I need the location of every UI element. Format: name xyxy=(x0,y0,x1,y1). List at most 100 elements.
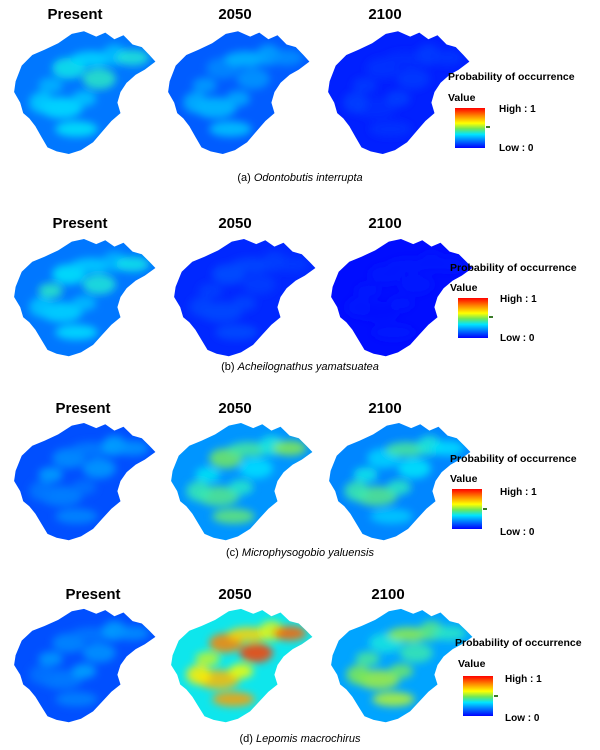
panel-d: Present 2050 2100 Probability of occurre… xyxy=(0,583,600,750)
map-present xyxy=(14,608,156,723)
caption-species: Lepomis macrochirus xyxy=(255,733,361,745)
legend-value-label: Value xyxy=(458,658,486,670)
occurrence-patch xyxy=(82,274,116,295)
occurrence-patch xyxy=(55,121,98,137)
occurrence-patch xyxy=(225,90,251,107)
legend-high-label: High : 1 xyxy=(499,104,536,115)
occurrence-patch xyxy=(355,283,380,299)
legend-low-label: Low : 0 xyxy=(500,333,535,344)
occurrence-patch xyxy=(346,297,371,318)
occurrence-patch xyxy=(186,481,211,502)
legend-color-ramp xyxy=(458,298,488,338)
occurrence-patch xyxy=(239,458,273,479)
period-label-2050: 2050 xyxy=(218,6,252,23)
map-2050 xyxy=(171,608,313,723)
panel-a: Present 2050 2100 Probability of occurre… xyxy=(0,0,600,190)
legend-tick xyxy=(494,695,498,697)
panel-c: Present 2050 2100 Probability of occurre… xyxy=(0,398,600,568)
occurrence-patch xyxy=(396,68,430,90)
occurrence-patch xyxy=(38,651,63,667)
occurrence-patch xyxy=(228,479,254,495)
occurrence-patch xyxy=(71,90,97,107)
occurrence-patch xyxy=(236,68,270,90)
occurrence-patch xyxy=(82,643,116,663)
period-label-2100: 2100 xyxy=(371,586,405,603)
legend-title: Probability of occurrence xyxy=(455,637,582,649)
occurrence-patch xyxy=(115,256,150,272)
occurrence-patch xyxy=(38,467,63,483)
caption-species: Odontobutis interrupta xyxy=(253,172,363,184)
legend-high-label: High : 1 xyxy=(500,294,537,305)
occurrence-patch xyxy=(71,479,97,495)
occurrence-patch xyxy=(212,691,255,707)
map-present xyxy=(14,31,156,154)
caption-c: (c) Microphysogobio yaluensis xyxy=(0,547,600,559)
occurrence-patch xyxy=(432,256,467,272)
panel-b: Present 2050 2100 Probability of occurre… xyxy=(0,212,600,392)
occurrence-patch xyxy=(370,508,413,524)
period-label-present: Present xyxy=(52,215,108,232)
occurrence-patch xyxy=(372,691,415,707)
legend-tick xyxy=(489,316,493,318)
occurrence-patch xyxy=(275,256,310,272)
caption-species: Acheilognathus yamatsuatea xyxy=(237,361,379,373)
occurrence-patch xyxy=(212,508,255,524)
legend-title: Probability of occurrence xyxy=(450,262,577,274)
caption-letter: (b) xyxy=(221,361,235,373)
period-label-2050: 2050 xyxy=(218,215,252,232)
legend-high-label: High : 1 xyxy=(505,674,542,685)
legend-low-label: Low : 0 xyxy=(505,713,540,724)
legend-low-label: Low : 0 xyxy=(500,527,535,538)
occurrence-patch xyxy=(82,458,116,479)
legend-value-label: Value xyxy=(448,92,476,104)
occurrence-patch xyxy=(272,440,307,456)
legend-title: Probability of occurrence xyxy=(448,71,575,83)
legend-title: Probability of occurrence xyxy=(450,453,577,465)
caption-a: (a) Odontobutis interrupta xyxy=(0,172,600,184)
occurrence-patch xyxy=(189,297,214,318)
occurrence-patch xyxy=(82,68,116,90)
occurrence-patch xyxy=(115,626,150,641)
occurrence-patch xyxy=(269,49,304,66)
map-2100 xyxy=(328,31,470,154)
caption-d: (d) Lepomis macrochirus xyxy=(0,733,600,745)
period-label-2050: 2050 xyxy=(218,586,252,603)
period-label-present: Present xyxy=(47,6,103,23)
caption-letter: (d) xyxy=(239,733,253,745)
occurrence-patch xyxy=(239,643,273,663)
occurrence-patch xyxy=(215,324,258,340)
occurrence-patch xyxy=(272,626,307,641)
legend-color-ramp xyxy=(463,676,493,716)
map-2050 xyxy=(171,423,313,541)
occurrence-patch xyxy=(369,121,412,137)
occurrence-patch xyxy=(29,297,54,318)
occurrence-patch xyxy=(55,324,98,340)
occurrence-patch xyxy=(115,49,150,66)
occurrence-patch xyxy=(183,92,208,114)
occurrence-patch xyxy=(29,665,54,685)
legend-tick xyxy=(486,126,490,128)
occurrence-patch xyxy=(228,663,254,679)
occurrence-patch xyxy=(353,467,378,483)
occurrence-patch xyxy=(429,49,464,66)
period-label-present: Present xyxy=(55,400,111,417)
map-2100 xyxy=(331,239,473,357)
occurrence-patch xyxy=(195,467,220,483)
occurrence-patch xyxy=(186,665,211,685)
occurrence-patch xyxy=(386,479,412,495)
occurrence-patch xyxy=(198,283,223,299)
legend-low-label: Low : 0 xyxy=(499,143,534,154)
legend-color-ramp xyxy=(455,108,485,148)
legend-high-label: High : 1 xyxy=(500,487,537,498)
occurrence-patch xyxy=(372,324,415,340)
occurrence-patch xyxy=(388,663,414,679)
occurrence-patch xyxy=(385,90,411,107)
caption-species: Microphysogobio yaluensis xyxy=(241,547,374,559)
occurrence-patch xyxy=(29,92,54,114)
occurrence-patch xyxy=(192,77,217,94)
occurrence-patch xyxy=(397,458,431,479)
caption-letter: (c) xyxy=(226,547,239,559)
occurrence-patch xyxy=(242,274,276,295)
occurrence-patch xyxy=(55,508,98,524)
caption-b: (b) Acheilognathus yamatsuatea xyxy=(0,361,600,373)
